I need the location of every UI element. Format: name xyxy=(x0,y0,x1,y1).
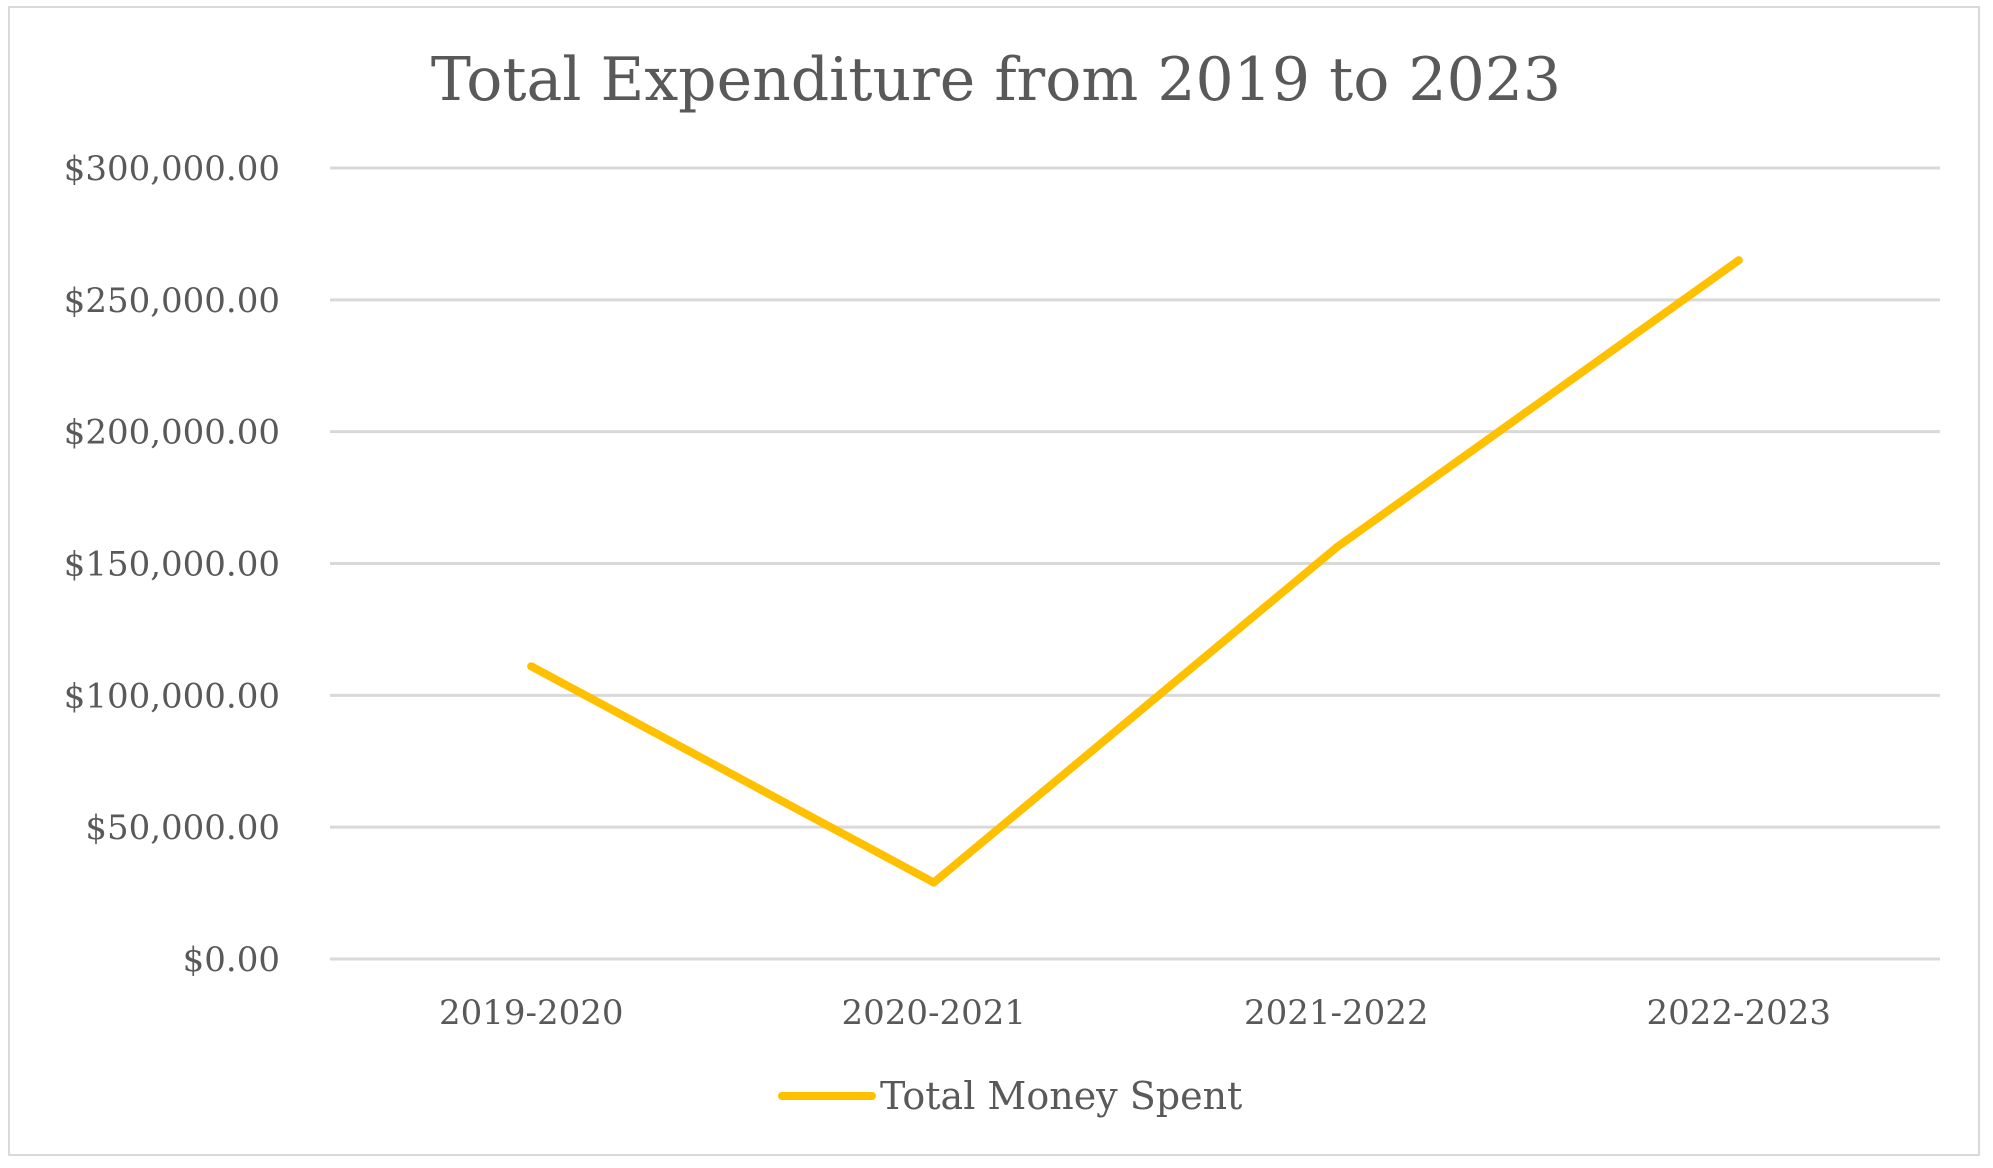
gridlines xyxy=(330,166,1940,961)
data-point-0-2 xyxy=(1332,543,1341,552)
chart-title: Total Expenditure from 2019 to 2023 xyxy=(431,45,1561,115)
x-tick-label-2: 2021-2022 xyxy=(1244,993,1429,1033)
y-tick-label-1: $50,000.00 xyxy=(85,808,280,848)
x-tick-label-0: 2019-2020 xyxy=(439,993,624,1033)
x-tick-label-1: 2020-2021 xyxy=(841,993,1026,1033)
data-point-0-1 xyxy=(929,878,938,887)
y-axis-tick-labels: $0.00 $50,000.00 $100,000.00 $150,000.00 $20… xyxy=(64,149,280,980)
y-tick-label-4: $200,000.00 xyxy=(64,413,280,453)
legend-label-total-money-spent: Total Money Spent xyxy=(880,1074,1242,1118)
x-axis-tick-labels: 2019-2020 2020-2021 2021-2022 2022-2023 xyxy=(439,993,1831,1033)
y-tick-label-2: $100,000.00 xyxy=(64,676,280,716)
y-tick-label-5: $250,000.00 xyxy=(64,281,280,321)
data-point-0-3 xyxy=(1734,256,1743,265)
series-line-0 xyxy=(527,256,1743,887)
legend: Total Money Spent xyxy=(778,1074,1242,1118)
y-tick-label-6: $300,000.00 xyxy=(64,149,280,189)
series-layer xyxy=(527,256,1743,887)
data-point-0-0 xyxy=(527,662,536,671)
x-tick-label-3: 2022-2023 xyxy=(1646,993,1831,1033)
y-tick-label-0: $0.00 xyxy=(183,940,280,980)
y-tick-label-3: $150,000.00 xyxy=(64,545,280,585)
chart-frame xyxy=(8,6,1980,1156)
